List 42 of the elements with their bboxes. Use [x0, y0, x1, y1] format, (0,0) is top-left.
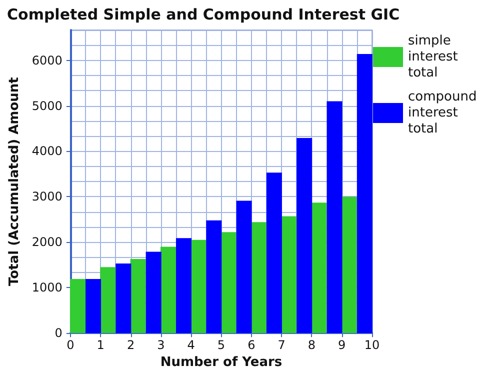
x-tick-label: 6: [248, 338, 256, 352]
legend-label: simple interest total: [408, 34, 462, 80]
bar: [130, 258, 146, 334]
bar: [250, 222, 266, 334]
bar: [176, 238, 192, 334]
y-tick-label: 0: [54, 326, 62, 340]
bar: [341, 196, 357, 334]
bar: [86, 278, 102, 334]
x-tick-label: 1: [96, 338, 104, 352]
bar: [116, 264, 132, 334]
bar: [206, 220, 222, 334]
x-axis-title: Number of Years: [160, 355, 282, 370]
x-tick-label: 7: [278, 338, 286, 352]
x-tick-label: 4: [187, 338, 195, 352]
chart-title: Completed Simple and Compound Interest GIC: [7, 6, 400, 24]
bar: [160, 246, 176, 334]
y-tick-label: 4000: [32, 144, 62, 158]
x-tick-label: 0: [66, 338, 74, 352]
x-tick-label: 5: [217, 338, 226, 352]
bar: [70, 278, 86, 334]
y-tick-label: 2000: [32, 235, 62, 250]
bar: [326, 101, 342, 334]
y-axis-title: Total (Accumulated) Amount: [7, 77, 22, 286]
y-tick-label: 1000: [32, 280, 62, 295]
y-tick-label: 3000: [32, 190, 62, 204]
bar: [311, 202, 327, 334]
y-tick-label: 5000: [32, 98, 62, 113]
x-tick-label: 8: [308, 338, 316, 352]
legend-label: compound interest total: [408, 90, 481, 136]
bar: [190, 240, 206, 334]
x-tick-label: 3: [157, 338, 165, 352]
bar: [281, 216, 297, 334]
x-tick-label: 9: [338, 338, 346, 352]
x-tick-label: 10: [364, 338, 380, 352]
y-tick-label: 6000: [32, 53, 62, 68]
bar: [296, 138, 312, 334]
bar: [236, 200, 252, 334]
bar: [220, 232, 236, 334]
bar: [266, 172, 282, 334]
bar: [100, 267, 116, 334]
x-tick-label: 2: [126, 338, 135, 352]
bar: [146, 252, 162, 334]
